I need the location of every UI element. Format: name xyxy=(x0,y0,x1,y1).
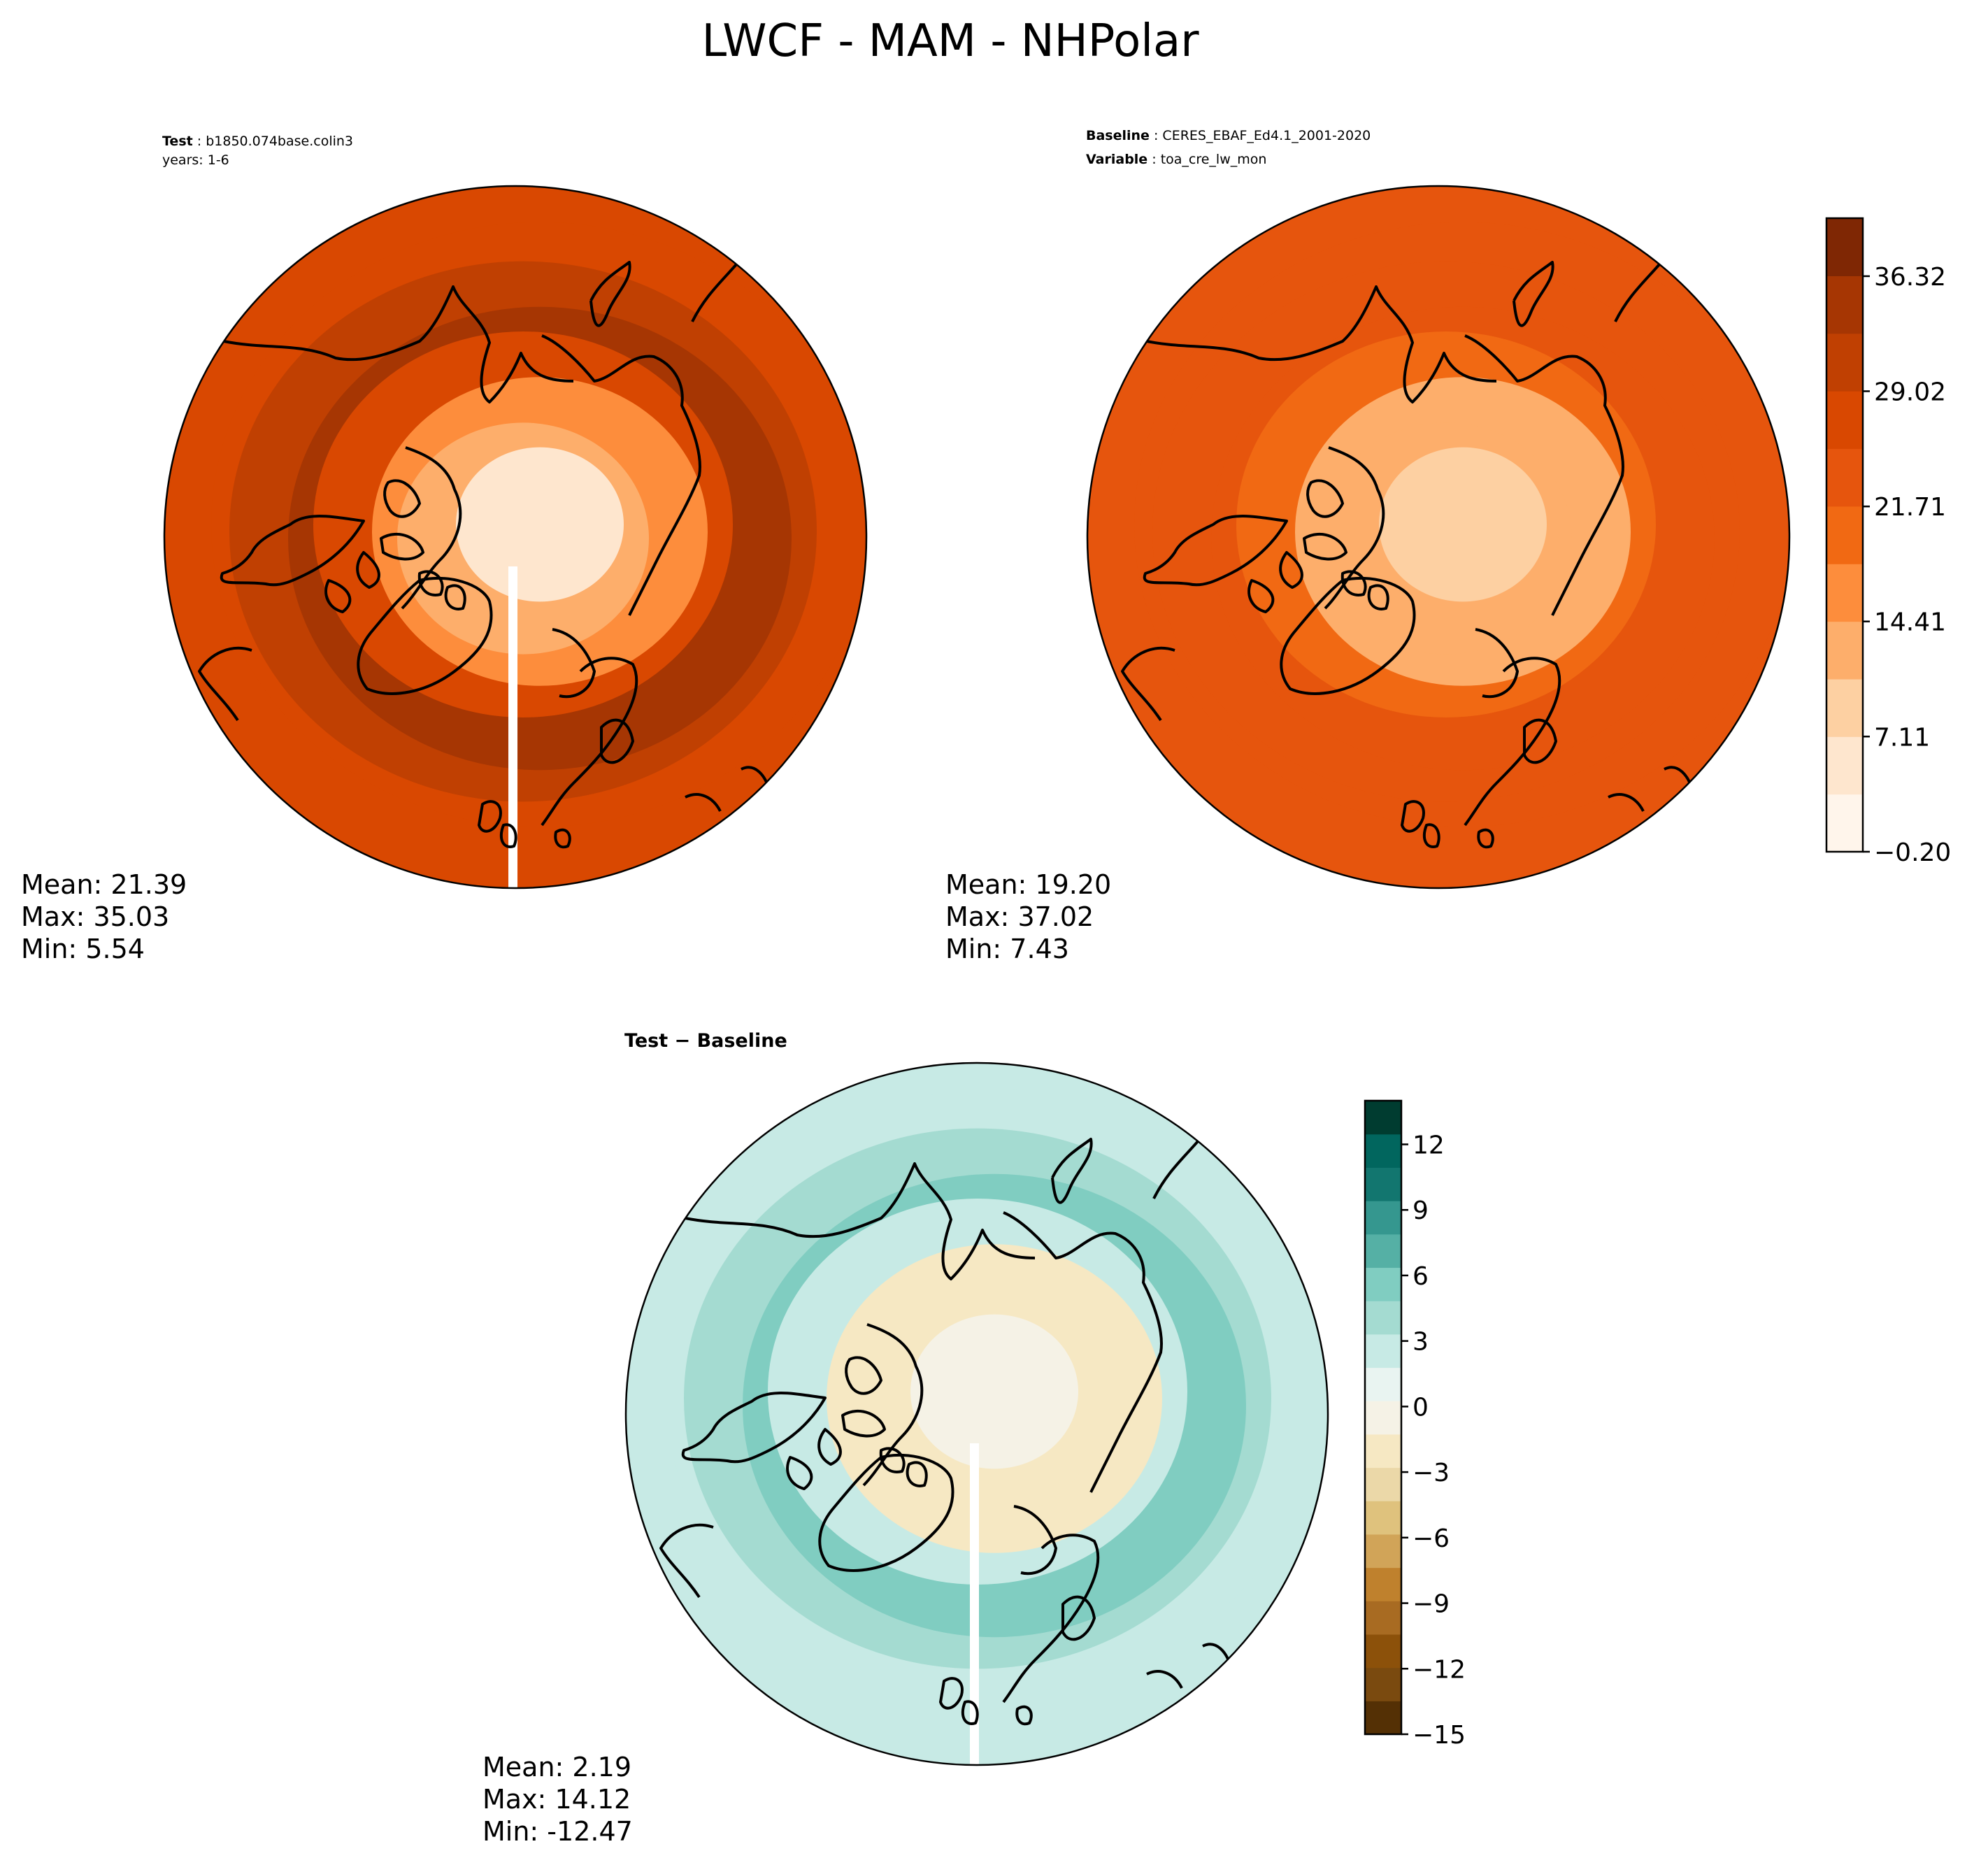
colorbar-frame xyxy=(1364,1099,1403,1736)
colorbar-tick-label: 36.32 xyxy=(1874,263,1946,292)
difference-header-test: Test xyxy=(624,1030,668,1052)
contour-band xyxy=(910,1314,1078,1469)
difference-stat-max: Max: 14.12 xyxy=(482,1784,631,1815)
colorbar-level xyxy=(1365,1601,1401,1635)
test-stat-mean: Mean: 21.39 xyxy=(21,869,187,900)
colorbar-level xyxy=(1365,1567,1401,1601)
colorbar-level xyxy=(1365,1701,1401,1735)
figure-title: LWCF - MAM - NHPolar xyxy=(701,15,1199,67)
baseline-header-value: CERES_EBAF_Ed4.1_2001-2020 xyxy=(1162,128,1371,143)
colorbar-tick-label: 21.71 xyxy=(1874,493,1946,522)
colorbar-level xyxy=(1826,564,1863,622)
colorbar-level xyxy=(1826,448,1863,507)
test-header-line-1: Test : b1850.074base.colin3 xyxy=(162,134,353,149)
baseline-coastlines xyxy=(1121,257,1694,849)
colorbar-level xyxy=(1365,1634,1401,1669)
test-header-label: Test xyxy=(162,134,193,149)
colorbar-tick-label: 14.41 xyxy=(1874,608,1946,637)
colorbar-level xyxy=(1365,1401,1401,1435)
test-missing-data-strip xyxy=(508,566,517,888)
difference-panel: Test − Baseline xyxy=(482,1030,1466,1847)
test-map-boundary xyxy=(163,185,868,889)
colorbar-level xyxy=(1365,1434,1401,1469)
test-stat-max: Max: 35.03 xyxy=(21,901,169,932)
colorbar-level xyxy=(1365,1301,1401,1335)
colorbar-level xyxy=(1365,1501,1401,1535)
test-panel: Test : b1850.074base.colin3 years: 1-6 xyxy=(21,134,868,964)
colorbar-level xyxy=(1826,506,1863,564)
difference-map-boundary xyxy=(624,1062,1329,1766)
difference-missing-data-strip xyxy=(970,1443,979,1765)
colorbar-level xyxy=(1365,1467,1401,1501)
difference-field-contours xyxy=(666,1089,1323,1694)
test-header-value: b1850.074base.colin3 xyxy=(206,134,353,149)
colorbar-tick-label: −15 xyxy=(1413,1721,1466,1750)
colorbar-level xyxy=(1826,794,1863,852)
contour-band xyxy=(1379,447,1547,602)
colorbar-level xyxy=(1365,1667,1401,1701)
test-map xyxy=(164,186,866,888)
baseline-field-contours xyxy=(1134,222,1789,827)
colorbar-level xyxy=(1826,218,1863,276)
colorbar-level xyxy=(1365,1534,1401,1569)
colorbar-level xyxy=(1826,276,1863,334)
oranges-colorbar: 36.32 29.02 21.71 14.41 7.11 −0.20 xyxy=(1825,217,1951,867)
test-header-line-2: years: 1-6 xyxy=(162,152,229,168)
baseline-header-line-1: Baseline : CERES_EBAF_Ed4.1_2001-2020 xyxy=(1086,128,1371,143)
colorbar-level xyxy=(1826,621,1863,680)
difference-header-baseline: Baseline xyxy=(697,1030,787,1052)
difference-map xyxy=(626,1063,1328,1765)
colorbar-level xyxy=(1365,1267,1401,1301)
colorbar-tick-label: −3 xyxy=(1413,1459,1450,1487)
colorbar-tick-label: 29.02 xyxy=(1874,378,1946,406)
difference-header: Test − Baseline xyxy=(624,1030,787,1052)
baseline-header-sep: : xyxy=(1150,128,1162,143)
colorbar-tick-label: 0 xyxy=(1413,1393,1429,1422)
test-coastlines xyxy=(198,257,771,849)
colorbar-level xyxy=(1365,1101,1401,1135)
colorbar-tick-label: 3 xyxy=(1413,1328,1429,1357)
contour-band xyxy=(456,447,624,602)
colorbar-level xyxy=(1365,1201,1401,1235)
baseline-map xyxy=(1087,186,1789,888)
baseline-variable-sep: : xyxy=(1147,152,1160,167)
colorbar-tick-label: 12 xyxy=(1413,1131,1445,1159)
brbg-colorbar: 12 9 6 3 0 −3 −6 −9 −12 −15 xyxy=(1364,1099,1466,1750)
colorbar-level xyxy=(1365,1334,1401,1369)
difference-stat-min: Min: -12.47 xyxy=(482,1816,633,1847)
colorbar-tick-label: 6 xyxy=(1413,1262,1429,1291)
test-field-contours xyxy=(211,222,866,827)
colorbar-frame xyxy=(1825,217,1864,853)
colorbar-level xyxy=(1826,333,1863,392)
colorbar-tick-label: −6 xyxy=(1413,1524,1450,1553)
baseline-stat-mean: Mean: 19.20 xyxy=(945,869,1111,900)
colorbar-level xyxy=(1365,1134,1401,1168)
colorbar-tick-label: 7.11 xyxy=(1874,723,1930,752)
baseline-stat-max: Max: 37.02 xyxy=(945,901,1094,932)
baseline-map-boundary xyxy=(1086,185,1791,889)
colorbar-level xyxy=(1826,391,1863,450)
baseline-variable-value: toa_cre_lw_mon xyxy=(1161,152,1267,167)
difference-stat-mean: Mean: 2.19 xyxy=(482,1752,631,1782)
colorbar-level xyxy=(1826,678,1863,737)
colorbar-level xyxy=(1365,1234,1401,1269)
baseline-header-line-2: Variable : toa_cre_lw_mon xyxy=(1086,152,1266,167)
test-stat-min: Min: 5.54 xyxy=(21,934,145,964)
colorbar-tick-label: −9 xyxy=(1413,1590,1450,1619)
baseline-header-label: Baseline xyxy=(1086,128,1150,143)
colorbar-level xyxy=(1365,1367,1401,1401)
test-header-sep: : xyxy=(193,134,206,149)
colorbar-level xyxy=(1826,736,1863,795)
baseline-stat-min: Min: 7.43 xyxy=(945,934,1069,964)
baseline-variable-label: Variable xyxy=(1086,152,1147,167)
colorbar-tick-label: 9 xyxy=(1413,1196,1429,1225)
baseline-panel: Baseline : CERES_EBAF_Ed4.1_2001-2020 Va… xyxy=(945,128,1951,964)
colorbar-level xyxy=(1365,1167,1401,1201)
difference-coastlines xyxy=(659,1134,1232,1726)
difference-header-sep: − xyxy=(668,1030,696,1052)
colorbar-tick-label: −0.20 xyxy=(1874,838,1951,867)
colorbar-tick-label: −12 xyxy=(1413,1655,1466,1684)
